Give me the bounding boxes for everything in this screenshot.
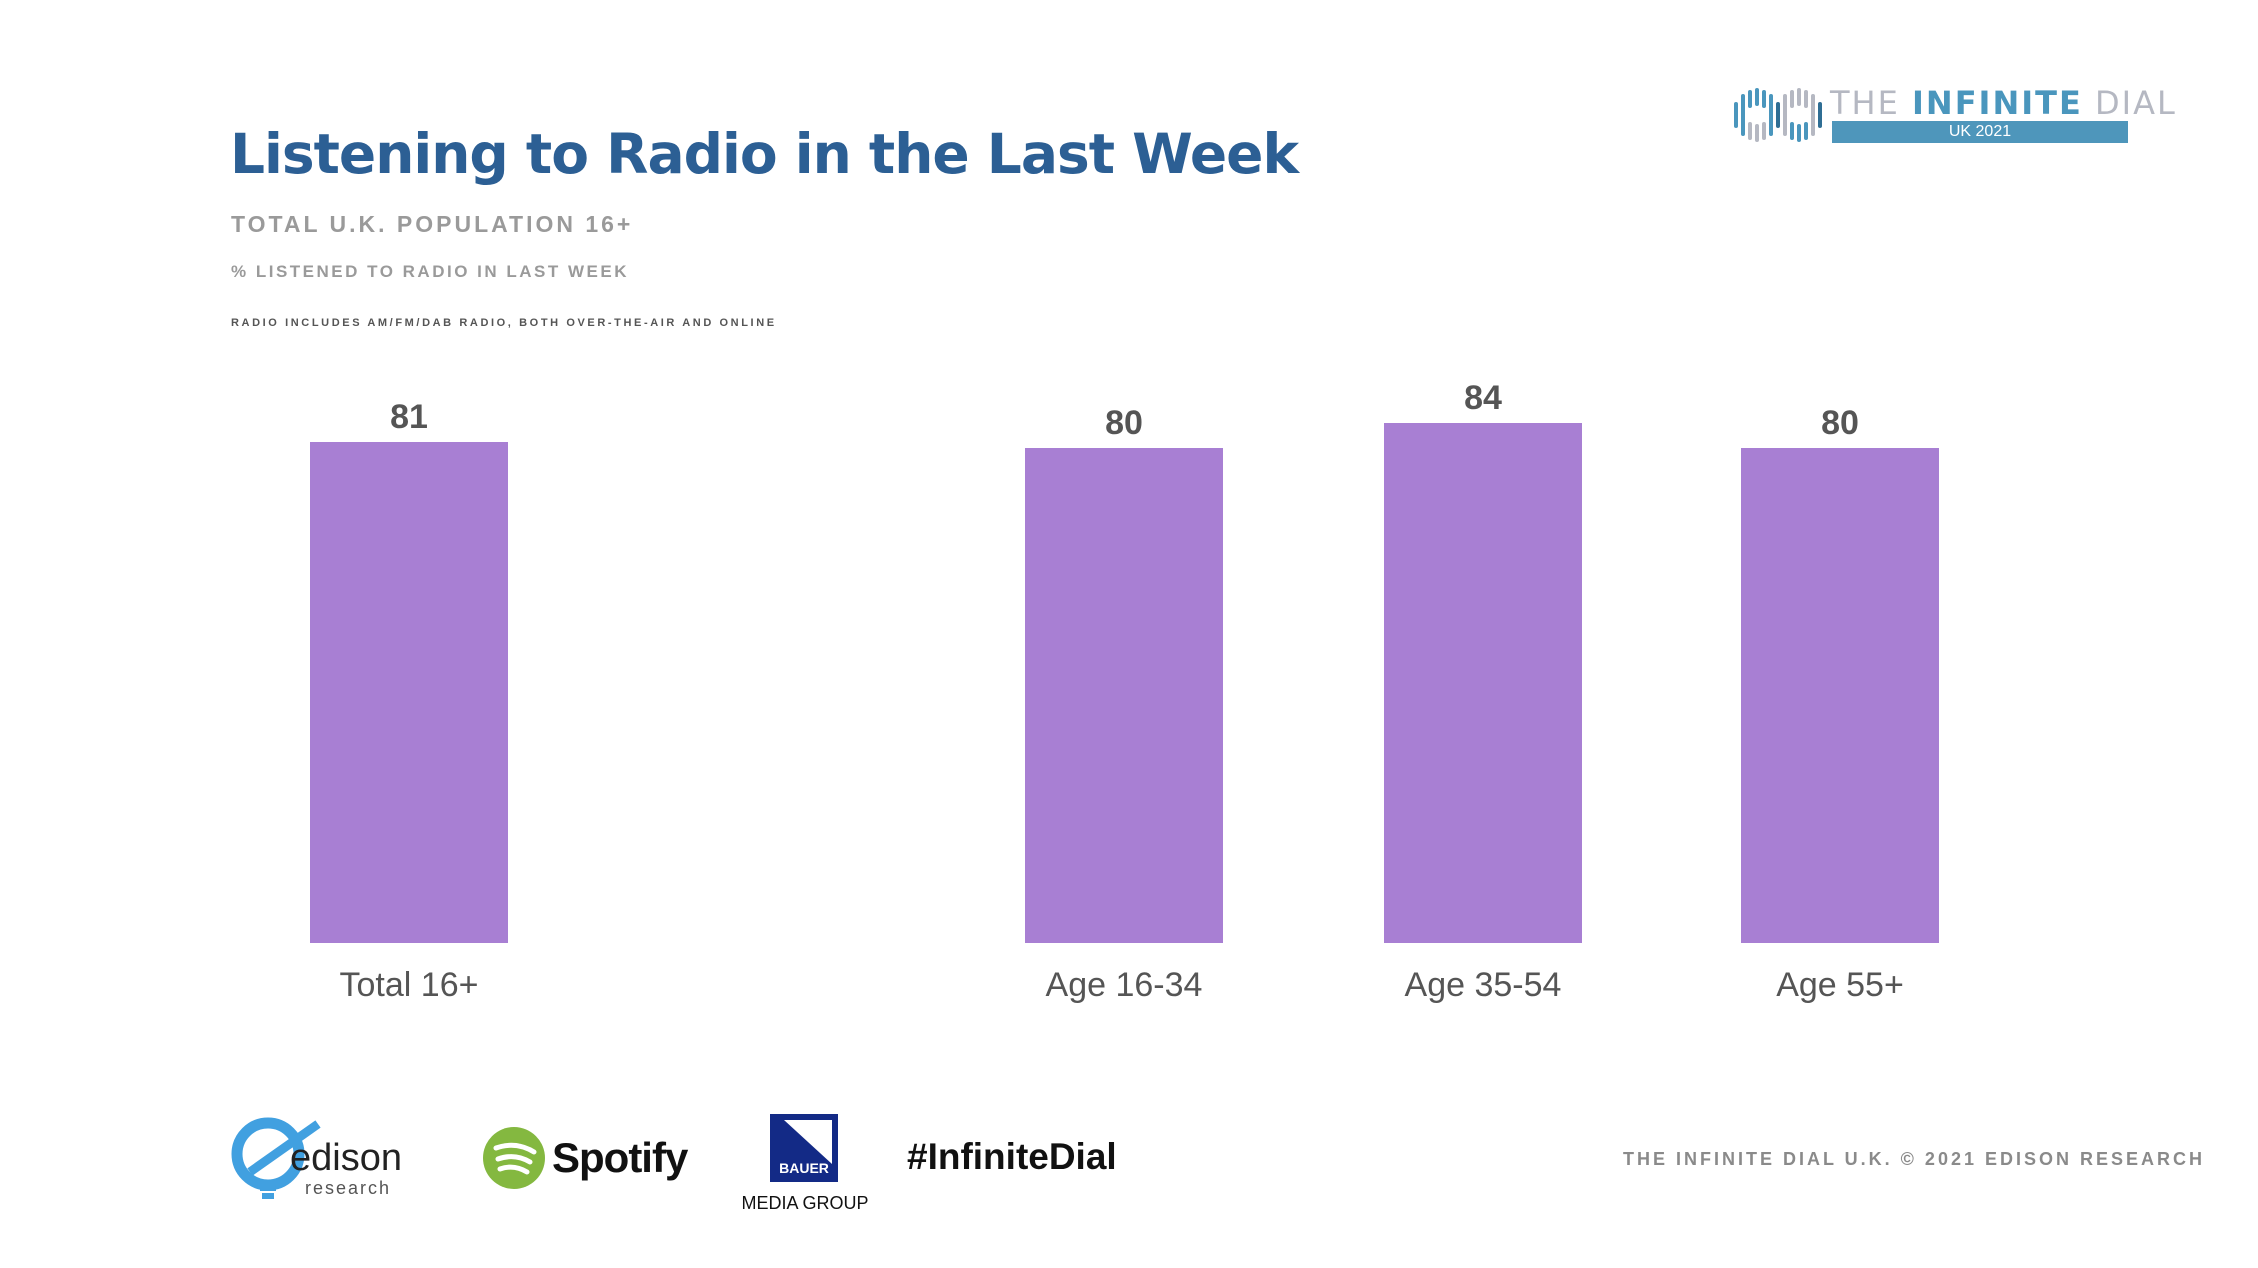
edison-sub: research xyxy=(305,1178,392,1198)
bar-1 xyxy=(310,441,508,943)
bauer-text: BAUER xyxy=(779,1160,829,1176)
value-label: 81 xyxy=(390,397,428,436)
bar-4 xyxy=(1741,447,1939,943)
copyright: THE INFINITE DIAL U.K. © 2021 EDISON RES… xyxy=(1623,1149,2206,1169)
bar-2 xyxy=(1025,447,1223,943)
bauer-icon xyxy=(784,1120,832,1164)
bar-3 xyxy=(1384,423,1582,943)
hashtag: #InfiniteDial xyxy=(907,1136,1117,1177)
bauer-sub: MEDIA GROUP xyxy=(741,1193,869,1213)
category-label: Age 35-54 xyxy=(1404,966,1562,1004)
value-label: 80 xyxy=(1105,403,1143,442)
measure-label: % LISTENED TO RADIO IN LAST WEEK xyxy=(231,262,629,281)
category-label: Age 55+ xyxy=(1776,966,1904,1004)
logo-the: THE xyxy=(1830,84,1900,122)
logo-edition: UK 2021 xyxy=(1832,121,2128,143)
infinity-icon xyxy=(1734,88,1822,142)
logo-dial: DIAL xyxy=(2095,84,2177,122)
bauer-logo: BAUER MEDIA GROUP xyxy=(740,1114,870,1214)
value-label: 80 xyxy=(1821,403,1859,442)
page-title: Listening to Radio in the Last Week xyxy=(230,122,1299,186)
spotify-icon xyxy=(483,1127,545,1189)
subtitle: TOTAL U.K. POPULATION 16+ xyxy=(231,211,634,237)
spotify-text: Spotify xyxy=(552,1134,688,1181)
edison-bulb-icon xyxy=(231,1117,321,1199)
spotify-logo: Spotify xyxy=(482,1126,702,1192)
value-label: 84 xyxy=(1464,379,1502,418)
infinite-dial-logo: THE INFINITE DIAL UK 2021 xyxy=(1732,84,2175,144)
edison-text: edison xyxy=(290,1137,402,1179)
edison-research-logo: edison research xyxy=(230,1114,430,1204)
logo-infinite: INFINITE xyxy=(1912,84,2083,122)
category-label: Age 16-34 xyxy=(1045,966,1203,1004)
category-label: Total 16+ xyxy=(339,966,479,1004)
footnote: RADIO INCLUDES AM/FM/DAB RADIO, BOTH OVE… xyxy=(231,317,777,329)
